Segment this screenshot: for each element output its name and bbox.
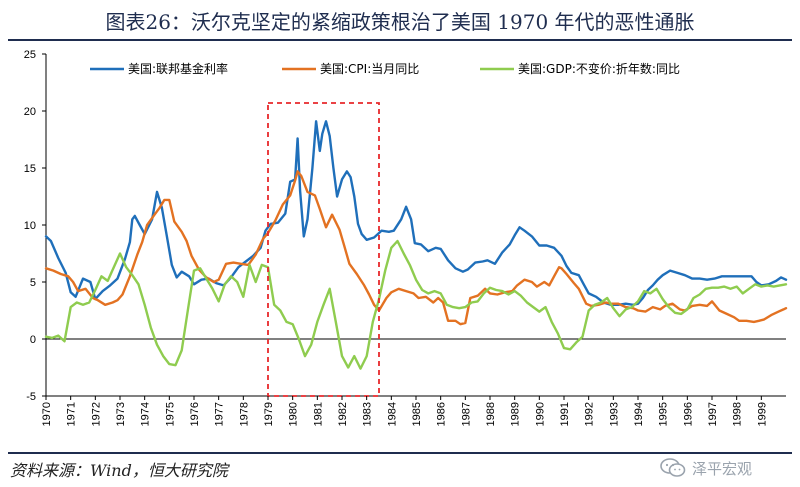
x-tick-label: 1972 bbox=[90, 402, 102, 426]
x-tick-label: 1979 bbox=[263, 402, 275, 426]
x-tick-label: 1981 bbox=[312, 402, 324, 426]
y-tick-label: -5 bbox=[26, 391, 36, 403]
y-tick-label: 25 bbox=[24, 49, 36, 61]
x-tick-label: 1980 bbox=[288, 402, 300, 426]
x-tick-label: 1998 bbox=[732, 402, 744, 426]
x-tick-label: 1988 bbox=[485, 402, 497, 426]
series-line-2 bbox=[44, 170, 788, 326]
x-tick-label: 1971 bbox=[66, 402, 78, 426]
y-tick-label: 5 bbox=[30, 277, 36, 289]
x-tick-label: 1990 bbox=[534, 402, 546, 426]
wechat-icon bbox=[660, 458, 686, 477]
x-tick-label: 1973 bbox=[115, 402, 127, 426]
legend-label-1: 美国:联邦基金利率 bbox=[128, 61, 228, 76]
x-tick-label: 1999 bbox=[756, 402, 768, 426]
x-tick-label: 1989 bbox=[510, 402, 522, 426]
x-tick-label: 1991 bbox=[559, 402, 571, 426]
chart-legend: 美国:联邦基金利率 美国:CPI:当月同比 美国:GDP:不变价:折年数:同比 bbox=[90, 61, 680, 76]
y-tick-label: 15 bbox=[24, 163, 36, 175]
x-tick-label: 1993 bbox=[608, 402, 620, 426]
title-rule bbox=[8, 39, 792, 41]
x-tick-label: 1985 bbox=[411, 402, 423, 426]
x-tick-label: 1996 bbox=[682, 402, 694, 426]
watermark: 泽平宏观 bbox=[660, 453, 752, 483]
series-line-1 bbox=[44, 120, 788, 306]
line-chart: 美国:联邦基金利率 美国:CPI:当月同比 美国:GDP:不变价:折年数:同比 -5… bbox=[24, 49, 788, 426]
source-note: 资料来源：Wind，恒大研究院 bbox=[10, 461, 228, 480]
legend-label-2: 美国:CPI:当月同比 bbox=[320, 62, 419, 76]
y-tick-label: 20 bbox=[24, 106, 36, 118]
watermark-text: 泽平宏观 bbox=[692, 459, 753, 478]
x-tick-label: 1997 bbox=[707, 402, 719, 426]
x-tick-label: 1994 bbox=[633, 402, 645, 426]
chart-ticks: -5 0 5 10 15 20 25 1970 1971 1972 1973 1974 1975 1976… bbox=[24, 49, 769, 426]
series-line-3 bbox=[44, 239, 788, 370]
x-tick-label: 1978 bbox=[238, 402, 250, 426]
x-tick-label: 1982 bbox=[337, 402, 349, 426]
x-tick-label: 1986 bbox=[436, 402, 448, 426]
x-tick-label: 1974 bbox=[140, 402, 152, 426]
chart-series bbox=[44, 120, 788, 370]
x-tick-label: 1983 bbox=[362, 402, 374, 426]
x-tick-label: 1987 bbox=[460, 402, 472, 426]
bottom-rule bbox=[8, 452, 792, 454]
x-tick-label: 1995 bbox=[658, 402, 670, 426]
x-tick-label: 1970 bbox=[41, 402, 53, 426]
x-tick-label: 1984 bbox=[386, 402, 398, 426]
x-tick-label: 1976 bbox=[189, 402, 201, 426]
x-tick-label: 1992 bbox=[584, 402, 596, 426]
chart-title: 图表26：沃尔克坚定的紧缩政策根治了美国 1970 年代的恶性通胀 bbox=[105, 10, 695, 34]
x-tick-label: 1977 bbox=[214, 402, 226, 426]
legend-label-3: 美国:GDP:不变价:折年数:同比 bbox=[518, 61, 680, 76]
highlight-box bbox=[267, 102, 380, 397]
highlight-layer bbox=[267, 102, 380, 397]
y-tick-label: 10 bbox=[24, 220, 36, 232]
x-tick-label: 1975 bbox=[164, 402, 176, 426]
y-tick-label: 0 bbox=[30, 334, 36, 346]
